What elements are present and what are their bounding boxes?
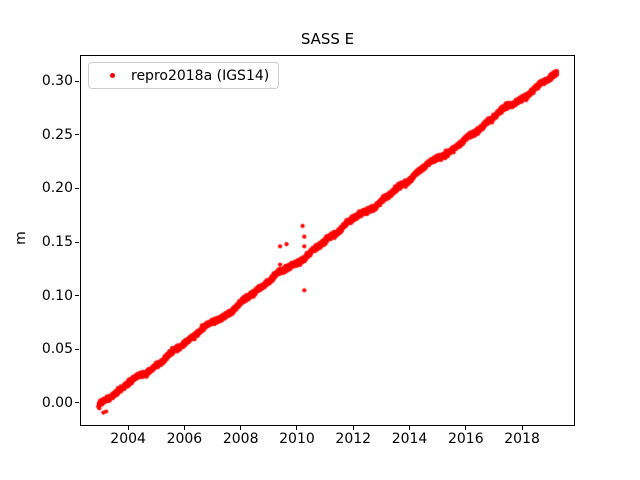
legend-label: repro2018a (IGS14) [131,67,270,84]
y-tick-mark [75,187,79,189]
y-tick-mark [75,80,79,82]
legend: repro2018a (IGS14) [88,62,279,89]
x-tick-mark [127,426,129,430]
y-tick-label: 0.10 [41,287,73,304]
x-tick-label: 2014 [391,431,428,447]
x-tick-mark [183,426,185,430]
x-tick-label: 2006 [166,431,203,447]
y-tick-label: 0.25 [41,126,73,143]
y-tick-mark [75,402,79,404]
x-tick-label: 2004 [110,431,146,447]
x-tick-label: 2012 [335,431,372,447]
y-tick-mark [75,241,79,243]
x-tick-mark [240,426,242,430]
y-tick-mark [75,295,79,297]
x-tick-label: 2016 [447,431,484,447]
x-tick-mark [409,426,411,430]
y-tick-label: 0.00 [41,394,73,411]
x-tick-mark [521,426,523,430]
legend-dot-icon [110,73,115,78]
axes-frame [80,55,575,426]
x-tick-mark [465,426,467,430]
x-tick-label: 2018 [504,431,540,447]
y-tick-mark [75,134,79,136]
x-tick-mark [296,426,298,430]
y-tick-label: 0.15 [41,234,73,250]
y-tick-mark [75,348,79,350]
y-tick-label: 0.20 [41,180,73,197]
x-tick-label: 2010 [279,431,315,447]
y-tick-label: 0.30 [41,73,73,90]
x-tick-mark [352,426,354,430]
y-tick-label: 0.05 [41,341,73,358]
chart-title: SASS E [300,30,355,48]
x-tick-label: 2008 [222,431,259,447]
